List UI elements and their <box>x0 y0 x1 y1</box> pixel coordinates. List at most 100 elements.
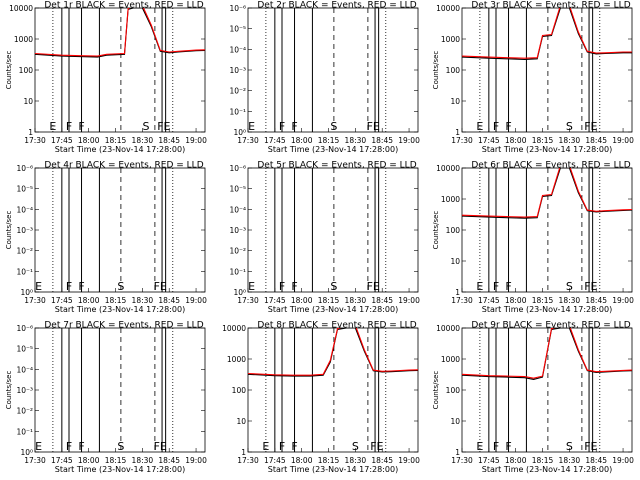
x-axis-label: Start Time (23-Nov-14 17:28:00) <box>268 305 398 314</box>
x-axis-label: Start Time (23-Nov-14 17:28:00) <box>482 145 612 154</box>
y-tick-label: 10⁻³ <box>229 66 246 75</box>
flag-letter: S <box>117 440 124 453</box>
x-tick-label: 18:15 <box>105 456 127 465</box>
x-tick-label: 18:45 <box>585 296 607 305</box>
y-tick-label: 10000 <box>436 324 460 333</box>
x-tick-label: 18:00 <box>78 296 100 305</box>
x-tick-label: 19:00 <box>612 296 634 305</box>
y-tick-label: 10⁻⁶ <box>16 324 33 333</box>
x-tick-label: 18:30 <box>132 456 154 465</box>
flag-letter: F <box>66 440 72 453</box>
flag-letter: E <box>49 120 56 133</box>
y-tick-label: 10⁰ <box>233 128 246 137</box>
x-tick-label: 18:30 <box>345 296 367 305</box>
y-tick-label: 100 <box>232 386 247 395</box>
x-tick-label: 18:30 <box>132 296 154 305</box>
x-tick-label: 19:00 <box>398 136 420 145</box>
flag-letter: S <box>142 120 149 133</box>
flag-letter: S <box>566 440 573 453</box>
x-tick-label: 17:30 <box>24 456 46 465</box>
flag-letter: S <box>330 280 337 293</box>
plot-frame <box>247 167 419 293</box>
x-tick-label: 19:00 <box>185 136 207 145</box>
x-tick-label: 18:45 <box>158 296 180 305</box>
y-tick-label: 10⁻² <box>229 87 246 96</box>
y-tick-label: 10000 <box>436 164 460 173</box>
y-tick-label: 1 <box>455 288 460 297</box>
plot-frame <box>247 7 419 133</box>
y-tick-label: 10⁻² <box>16 407 33 416</box>
x-tick-label: 19:00 <box>185 296 207 305</box>
y-tick-label: 10⁻² <box>16 247 33 256</box>
panel-1: Det 1r BLACK = Events, RED = LLD 1 10 100 10… <box>5 1 207 155</box>
y-tick-label: 10⁻³ <box>16 226 33 235</box>
y-tick-label: 10000 <box>222 324 246 333</box>
flag-letter: F <box>291 280 297 293</box>
x-tick-label: 18:15 <box>532 296 554 305</box>
flag-letter: FE <box>370 440 383 453</box>
y-tick-label: 1000 <box>441 195 460 204</box>
y-tick-label: 10⁻² <box>229 247 246 256</box>
plot-frame <box>461 167 633 293</box>
x-tick-label: 18:15 <box>532 136 554 145</box>
flag-letter: E <box>476 120 483 133</box>
y-tick-label: 10000 <box>9 4 33 13</box>
y-tick-label: 10⁻⁵ <box>16 185 33 194</box>
flag-letter: FE <box>154 440 167 453</box>
flag-letter: FE <box>154 280 167 293</box>
x-tick-label: 19:00 <box>185 456 207 465</box>
lld-series-line <box>462 328 632 379</box>
x-tick-label: 18:15 <box>318 136 340 145</box>
x-tick-label: 19:00 <box>612 136 634 145</box>
y-tick-label: 1 <box>455 128 460 137</box>
flag-letter: FE <box>157 120 170 133</box>
panel-4: Det 4r BLACK = Events, RED = LLD 10⁰ 10⁻¹ 1… <box>5 161 207 315</box>
flag-letter: F <box>505 280 511 293</box>
plot-frame <box>34 327 206 453</box>
flag-letter: FE <box>367 120 380 133</box>
x-tick-label: 18:00 <box>505 456 527 465</box>
x-tick-label: 18:30 <box>559 296 581 305</box>
flag-letter: F <box>78 280 84 293</box>
flag-letter: E <box>248 280 255 293</box>
y-tick-label: 1 <box>241 448 246 457</box>
flag-letter: F <box>505 440 511 453</box>
panel-title: Det 7r BLACK = Events, RED = LLD <box>44 321 203 331</box>
panel-title: Det 9r BLACK = Events, RED = LLD <box>471 321 630 331</box>
x-tick-label: 17:45 <box>264 456 286 465</box>
flag-letter: F <box>78 440 84 453</box>
x-tick-label: 18:15 <box>532 456 554 465</box>
y-tick-label: 1000 <box>14 35 33 44</box>
x-tick-label: 17:30 <box>237 456 259 465</box>
x-tick-label: 17:45 <box>51 456 73 465</box>
y-axis-label: Counts/sec <box>5 371 13 410</box>
plot-frame <box>34 7 206 133</box>
x-tick-label: 18:30 <box>345 136 367 145</box>
flag-letter: F <box>291 120 297 133</box>
x-tick-label: 18:00 <box>291 456 313 465</box>
panel-3: Det 3r BLACK = Events, RED = LLD 1 10 100 10… <box>432 1 634 155</box>
flag-letter: FE <box>584 440 597 453</box>
x-tick-label: 19:00 <box>398 456 420 465</box>
x-axis-label: Start Time (23-Nov-14 17:28:00) <box>55 145 185 154</box>
events-series-line <box>462 328 632 380</box>
panel-9: Det 9r BLACK = Events, RED = LLD 1 10 100 10… <box>432 321 634 475</box>
y-tick-label: 10000 <box>436 4 460 13</box>
x-tick-label: 17:45 <box>264 296 286 305</box>
x-tick-label: 18:00 <box>78 456 100 465</box>
flag-letter: F <box>78 120 84 133</box>
x-tick-label: 17:45 <box>264 136 286 145</box>
x-tick-label: 17:45 <box>478 456 500 465</box>
flag-letter: F <box>66 120 72 133</box>
lld-series-line <box>35 8 205 57</box>
y-tick-label: 100 <box>446 226 461 235</box>
flag-letter: S <box>566 280 573 293</box>
events-series-line <box>462 168 632 219</box>
x-tick-label: 18:45 <box>371 136 393 145</box>
flag-letter: F <box>279 280 285 293</box>
x-tick-label: 18:15 <box>318 456 340 465</box>
events-series-line <box>248 328 418 377</box>
flag-letter: S <box>117 280 124 293</box>
